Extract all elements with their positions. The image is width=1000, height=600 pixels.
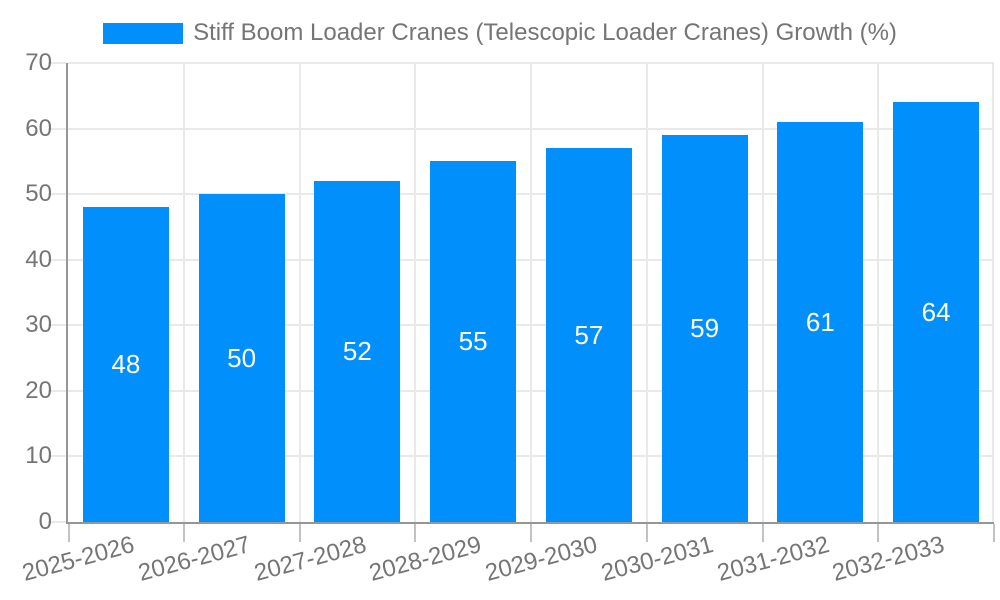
x-axis-tick [182,524,185,542]
y-axis-tick [48,127,66,130]
vertical-gridline [992,63,994,522]
vertical-gridline [645,63,648,522]
y-axis-tick [48,324,66,327]
x-axis-category-label: 2028-2029 [366,531,485,587]
bar[interactable]: 64 [893,102,980,522]
x-axis-category-label: 2027-2028 [250,531,369,587]
bar-value-label: 55 [458,326,488,357]
legend[interactable]: Stiff Boom Loader Cranes (Telescopic Loa… [0,19,1000,47]
bar-value-label: 50 [227,342,257,373]
y-axis-tick-label: 20 [25,376,52,404]
bar-value-label: 64 [921,296,951,327]
bar-value-label: 59 [690,313,720,344]
vertical-gridline [298,63,301,522]
x-axis-category-label: 2032-2033 [829,531,948,587]
y-axis-tick [48,521,66,523]
x-axis-tick [993,524,995,542]
y-axis-tick [48,62,66,64]
bar[interactable]: 55 [430,161,517,522]
y-axis-tick [48,455,66,458]
legend-label: Stiff Boom Loader Cranes (Telescopic Loa… [193,19,897,46]
bar[interactable]: 61 [777,122,864,522]
vertical-gridline [877,63,880,522]
x-axis-tick [68,524,70,542]
x-axis-tick [414,524,417,542]
x-axis-category-label: 2029-2030 [482,531,601,587]
bar-value-label: 52 [342,336,372,367]
x-axis-tick [761,524,764,542]
y-axis-tick [48,258,66,261]
y-axis-tick [48,193,66,196]
x-axis-tick [645,524,648,542]
y-axis-tick [48,389,66,392]
bar[interactable]: 52 [314,181,401,522]
bar[interactable]: 57 [545,148,632,522]
x-axis-category-label: 2030-2031 [598,531,717,587]
y-axis-tick-label: 10 [25,442,52,470]
x-axis-tick [877,524,880,542]
x-axis-category-label: 2026-2027 [135,531,254,587]
bar[interactable]: 50 [198,194,285,522]
y-axis-tick-label: 60 [25,114,52,142]
bar-value-label: 61 [805,306,835,337]
plot-area: 48 50 52 55 57 59 61 64 [48,62,995,542]
y-axis-tick-label: 50 [25,180,52,208]
y-axis-tick-label: 70 [25,49,52,76]
vertical-gridline [182,63,185,522]
bar[interactable]: 59 [661,135,748,522]
bar-value-label: 57 [574,319,604,350]
x-axis-tick [298,524,301,542]
x-axis-tick [530,524,532,542]
x-axis-category-label: 2025-2026 [19,531,138,587]
bar-value-label: 48 [111,349,141,380]
legend-swatch [103,22,184,44]
vertical-gridline [530,63,532,522]
y-axis-tick-label: 0 [38,508,52,535]
y-axis-tick-label: 30 [25,311,52,339]
bar[interactable]: 48 [82,207,169,522]
vertical-gridline [414,63,417,522]
x-axis-category-label: 2031-2032 [713,531,832,587]
vertical-gridline [761,63,764,522]
y-axis-tick-label: 40 [25,245,52,273]
